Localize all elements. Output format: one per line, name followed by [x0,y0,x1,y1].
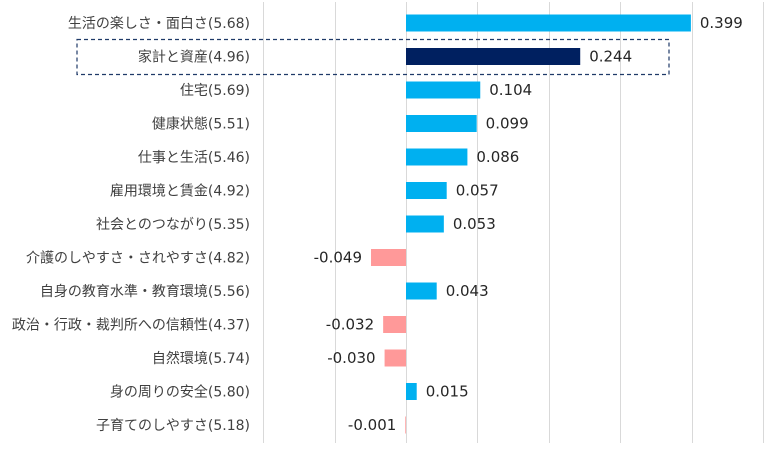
value-label: 0.015 [426,383,469,401]
category-label: 自然環境(5.74) [152,350,250,367]
value-label: 0.043 [446,282,489,300]
category-label: 政治・行政・裁判所への信頼性(4.37) [12,318,250,334]
bar-highlighted [406,48,581,65]
bar-positive [406,14,691,32]
category-label: 自身の教育水準・教育環境(5.56) [40,284,250,300]
value-label: -0.030 [327,349,375,367]
value-labels: 0.399 0.244 0.104 0.099 0.086 0.057 0.053 -0.04… [314,14,743,434]
grid-lines [263,2,764,443]
highlight-frame [76,38,670,76]
bar-positive [406,115,477,132]
category-label: 雇用環境と賃金(4.92) [110,183,250,200]
bar-negative [384,349,406,367]
bar-positive [406,81,481,99]
value-label: -0.001 [348,416,396,434]
bar-negative [371,249,406,266]
category-label: 身の周りの安全(5.80) [110,384,250,401]
value-label: 0.099 [486,115,529,133]
bar-positive [406,383,417,400]
category-label: 社会とのつながり(5.35) [96,217,250,233]
bar-positive [406,215,444,233]
bars [371,14,691,434]
category-label: 介護のしやすさ・されやすさ(4.82) [26,251,250,267]
bar-positive [406,182,447,199]
value-label: 0.399 [700,14,743,32]
category-label: 家計と資産(4.96) [138,49,250,66]
category-label: 生活の楽しさ・面白さ(5.68) [68,16,250,32]
category-label: 子育てのしやすさ(5.18) [96,418,250,434]
bar-negative [405,416,406,434]
value-label: 0.057 [456,182,499,200]
category-label: 健康状態(5.51) [152,116,250,133]
category-label: 仕事と生活(5.46) [138,150,250,166]
bar-positive [406,148,468,166]
highlight-box [76,38,670,76]
value-label: 0.104 [489,81,532,99]
value-label: -0.032 [326,316,374,334]
value-label: -0.049 [314,249,362,267]
value-label: 0.053 [453,215,496,233]
bar-negative [383,316,406,333]
value-label: 0.244 [589,48,632,66]
category-label: 住宅(5.69) [180,83,250,99]
category-labels: 生活の楽しさ・面白さ(5.68) 家計と資産(4.96) 住宅(5.69) 健康状態(… [12,16,250,434]
value-label: 0.086 [476,148,519,166]
bar-positive [406,282,437,300]
